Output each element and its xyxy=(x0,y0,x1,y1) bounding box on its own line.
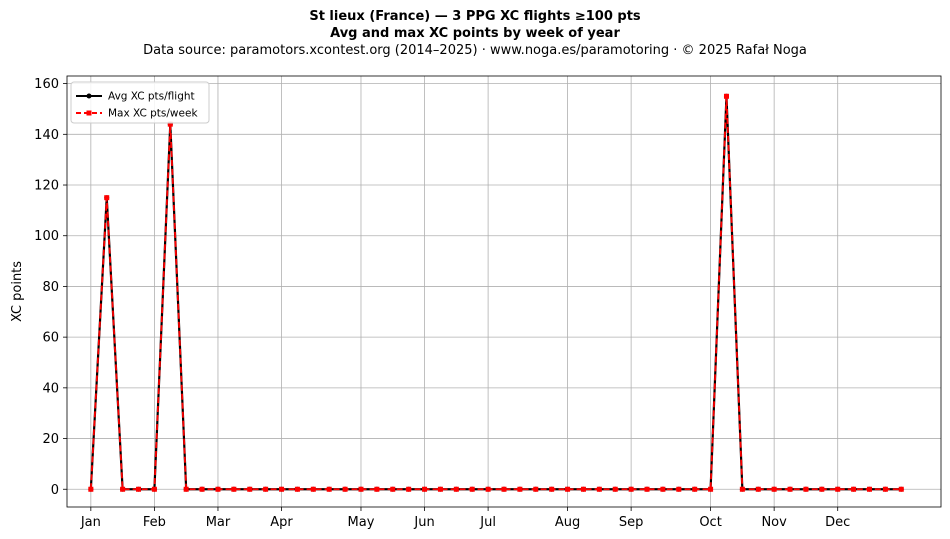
data-point xyxy=(644,486,650,492)
data-point xyxy=(533,486,539,492)
data-point xyxy=(596,486,602,492)
x-tick-label: Nov xyxy=(761,515,787,530)
data-point xyxy=(580,486,586,492)
data-point xyxy=(390,486,396,492)
data-point xyxy=(88,486,94,492)
data-point xyxy=(771,486,777,492)
x-tick-label: Jun xyxy=(413,515,434,530)
data-point xyxy=(263,486,269,492)
data-point xyxy=(437,486,443,492)
data-point xyxy=(215,486,221,492)
chart-source-note: Data source: paramotors.xcontest.org (20… xyxy=(143,43,807,58)
data-point xyxy=(549,486,555,492)
y-tick-label: 0 xyxy=(51,483,59,498)
data-point xyxy=(374,486,380,492)
data-point xyxy=(501,486,507,492)
x-tick-label: Jan xyxy=(80,515,101,530)
legend-box xyxy=(70,81,210,124)
legend-label: Max XC pts/week xyxy=(108,108,198,120)
series-line xyxy=(89,96,902,491)
data-point xyxy=(247,486,253,492)
legend-marker xyxy=(86,93,92,99)
plot-frame xyxy=(66,75,942,508)
y-tick-label: 40 xyxy=(42,381,59,396)
data-point xyxy=(882,486,888,492)
grid-lines xyxy=(67,76,941,507)
data-point xyxy=(342,486,348,492)
series-line xyxy=(89,96,902,491)
data-point xyxy=(422,486,428,492)
x-tick-label: Dec xyxy=(825,515,850,530)
chart-subtitle: Avg and max XC points by week of year xyxy=(330,26,620,41)
data-point xyxy=(469,486,475,492)
x-tick-label: Apr xyxy=(270,515,293,530)
data-point xyxy=(151,486,157,492)
data-point xyxy=(485,486,491,492)
data-point xyxy=(453,486,459,492)
y-tick-label: 120 xyxy=(34,179,59,194)
y-tick-label: 100 xyxy=(34,229,59,244)
y-axis-label: XC points xyxy=(10,261,25,322)
data-point xyxy=(787,486,793,492)
data-point xyxy=(326,486,332,492)
x-tick-label: Jul xyxy=(479,515,496,530)
y-tick-label: 160 xyxy=(34,77,59,92)
data-point xyxy=(835,486,841,492)
data-point xyxy=(708,486,714,492)
data-point xyxy=(723,93,729,99)
chart-title: St lieux (France) — 3 PPG XC flights ≥10… xyxy=(309,9,641,24)
legend-marker xyxy=(86,110,92,116)
series-max xyxy=(88,93,904,492)
data-point xyxy=(406,486,412,492)
data-point xyxy=(851,486,857,492)
x-tick-label: Mar xyxy=(206,515,231,530)
y-tick-label: 20 xyxy=(42,432,59,447)
data-point xyxy=(819,486,825,492)
y-tick-label: 80 xyxy=(42,280,59,295)
data-point xyxy=(310,486,316,492)
data-point xyxy=(866,486,872,492)
data-point xyxy=(628,486,634,492)
data-point xyxy=(104,195,110,201)
data-point xyxy=(676,486,682,492)
data-point xyxy=(739,486,745,492)
y-tick-label: 140 xyxy=(34,128,59,143)
data-point xyxy=(279,486,285,492)
legend: Avg XC pts/flight Max XC pts/week xyxy=(70,81,210,124)
data-point xyxy=(660,486,666,492)
x-tick-label: May xyxy=(348,515,375,530)
data-point xyxy=(294,486,300,492)
x-tick-label: Aug xyxy=(555,515,580,530)
x-tick-label: Feb xyxy=(143,515,166,530)
data-point xyxy=(358,486,364,492)
data-point xyxy=(692,486,698,492)
x-tick-label: Sep xyxy=(619,515,644,530)
data-point xyxy=(612,486,618,492)
legend-label: Avg XC pts/flight xyxy=(108,91,195,103)
chart-title-block: St lieux (France) — 3 PPG XC flights ≥10… xyxy=(0,8,950,59)
data-point xyxy=(231,486,237,492)
data-point xyxy=(898,486,904,492)
data-point xyxy=(755,486,761,492)
data-point xyxy=(120,486,126,492)
y-tick-label: 60 xyxy=(42,331,59,346)
data-point xyxy=(565,486,571,492)
data-point xyxy=(517,486,523,492)
data-point xyxy=(199,486,205,492)
data-point xyxy=(183,486,189,492)
data-point xyxy=(167,121,173,127)
x-tick-label: Oct xyxy=(699,515,721,530)
data-point xyxy=(136,486,142,492)
data-point xyxy=(803,486,809,492)
series-avg xyxy=(88,93,904,492)
